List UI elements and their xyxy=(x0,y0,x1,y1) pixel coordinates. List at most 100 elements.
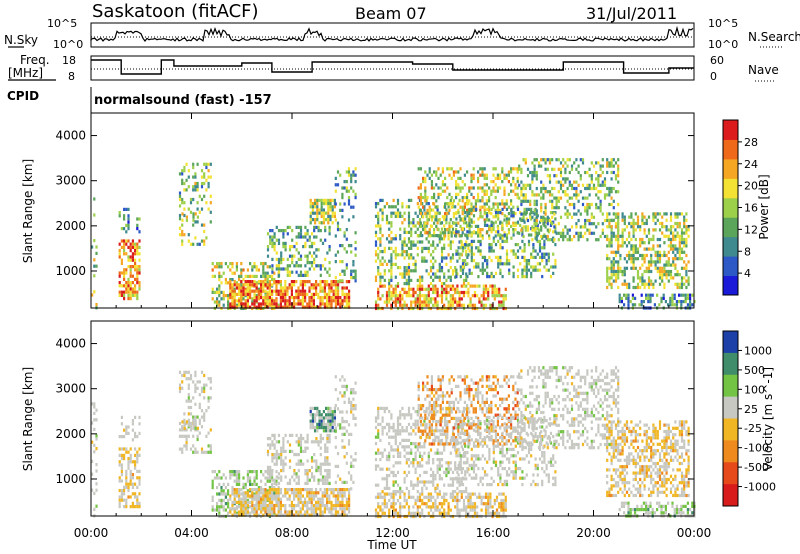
range-cell xyxy=(503,173,506,177)
range-cell xyxy=(277,267,281,271)
nave-label: Nave xyxy=(748,63,779,77)
range-cell xyxy=(345,266,348,270)
range-cell xyxy=(352,458,355,462)
range-cell xyxy=(544,190,547,194)
range-cell xyxy=(533,212,536,216)
range-cell xyxy=(551,158,554,162)
range-cell xyxy=(235,488,238,492)
range-cell xyxy=(336,464,340,468)
range-cell xyxy=(271,305,274,309)
range-cell xyxy=(288,296,291,300)
range-cell xyxy=(253,302,256,306)
range-cell xyxy=(136,223,139,227)
range-cell xyxy=(388,492,391,496)
range-cell xyxy=(266,494,269,498)
range-cell xyxy=(233,287,236,291)
range-cell xyxy=(590,202,593,207)
range-cell xyxy=(379,492,382,496)
range-cell xyxy=(275,257,278,261)
range-cell xyxy=(575,158,578,162)
range-cell xyxy=(573,212,576,216)
range-cell xyxy=(429,208,433,212)
range-cell xyxy=(512,265,515,269)
range-cell xyxy=(330,299,333,303)
range-cell xyxy=(266,286,269,290)
range-cell xyxy=(390,303,393,307)
range-cell xyxy=(310,491,313,495)
range-cell xyxy=(447,243,450,247)
range-cell xyxy=(581,183,585,187)
range-cell xyxy=(425,211,428,215)
range-cell xyxy=(459,234,462,238)
range-cell xyxy=(499,233,502,237)
range-cell xyxy=(125,268,128,272)
range-cell xyxy=(652,282,655,286)
range-cell xyxy=(200,239,204,243)
range-cell xyxy=(388,240,391,244)
range-cell xyxy=(669,244,673,248)
range-cell xyxy=(233,510,236,514)
range-cell xyxy=(316,413,319,417)
range-cell xyxy=(621,218,624,222)
range-cell xyxy=(499,208,502,212)
range-cell xyxy=(266,292,269,296)
range-cell xyxy=(440,282,444,286)
range-cell xyxy=(570,202,574,207)
range-cell xyxy=(253,494,256,498)
range-cell xyxy=(428,170,431,174)
range-cell xyxy=(320,413,323,417)
range-cell xyxy=(310,299,313,303)
range-cell xyxy=(454,266,457,270)
range-cell xyxy=(597,174,600,178)
range-cell xyxy=(385,300,389,304)
range-cell xyxy=(579,158,582,162)
range-cell xyxy=(470,192,473,196)
range-cell xyxy=(129,505,132,509)
range-cell xyxy=(341,507,344,511)
range-cell xyxy=(614,276,618,280)
range-cell xyxy=(407,262,411,266)
range-cell xyxy=(288,513,291,517)
range-cell xyxy=(306,500,309,504)
range-cell xyxy=(458,240,461,244)
range-cell xyxy=(306,437,309,441)
range-cell xyxy=(379,508,382,512)
range-cell xyxy=(200,223,204,227)
range-cell xyxy=(238,479,241,483)
range-cell xyxy=(555,206,558,210)
range-cell xyxy=(614,212,618,216)
range-cell xyxy=(494,243,498,247)
range-cell xyxy=(612,164,615,168)
range-cell xyxy=(410,294,413,298)
range-cell xyxy=(647,215,651,219)
range-cell xyxy=(534,249,537,253)
range-cell xyxy=(584,206,587,210)
range-cell xyxy=(559,215,563,219)
range-cell xyxy=(551,193,554,197)
range-cell xyxy=(266,510,269,514)
range-cell xyxy=(456,287,459,291)
range-cell xyxy=(438,278,441,282)
range-cell xyxy=(297,481,300,485)
range-cell xyxy=(590,222,593,226)
range-cell xyxy=(304,497,307,501)
range-cell xyxy=(379,272,382,276)
range-cell xyxy=(343,432,346,436)
range-cell xyxy=(496,208,499,212)
range-cell xyxy=(125,242,128,246)
range-cell xyxy=(446,196,449,200)
range-cell xyxy=(520,186,523,191)
range-cell xyxy=(433,186,436,190)
range-cell xyxy=(683,260,686,264)
range-cell xyxy=(209,447,212,451)
range-tick-label: 1000 xyxy=(55,264,86,278)
range-cell xyxy=(535,170,538,175)
range-cell xyxy=(315,507,318,511)
range-cell xyxy=(192,444,195,448)
range-cell xyxy=(575,212,578,216)
range-cell xyxy=(488,243,491,247)
range-cell xyxy=(669,241,673,245)
range-cell xyxy=(647,279,651,283)
range-cell xyxy=(449,278,452,282)
range-cell xyxy=(634,266,637,270)
